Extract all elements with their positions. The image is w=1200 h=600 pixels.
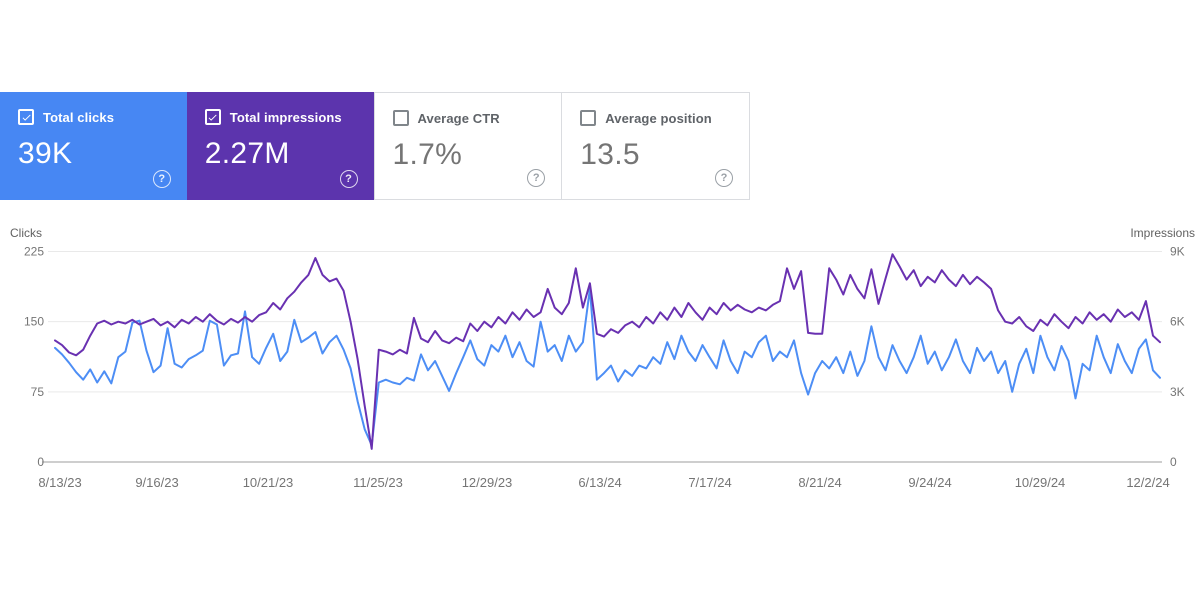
- right-axis-title: Impressions: [1130, 226, 1195, 240]
- x-axis-date-label: 10/21/23: [243, 475, 294, 490]
- card-average-ctr[interactable]: Average CTR 1.7% ?: [373, 92, 562, 200]
- card-value: 39K: [18, 137, 73, 170]
- impressions-line-series: [54, 253, 1161, 450]
- unchecked-checkbox-icon[interactable]: [580, 110, 597, 126]
- chart-canvas[interactable]: 225 9K 150 6K 75 3K 0 0 8/13/23 9/16/23 10/21/23 11…: [0, 218, 1200, 518]
- help-icon[interactable]: ?: [527, 169, 546, 187]
- card-value: 2.27M: [204, 137, 290, 170]
- checkmark-icon: [208, 114, 217, 121]
- card-label: Total clicks: [43, 109, 115, 125]
- help-icon[interactable]: ?: [152, 170, 171, 188]
- performance-chart[interactable]: Clicks Impressions 225 9K 150 6K 75 3K 0 0 8/13/…: [0, 218, 1200, 518]
- x-axis-date-label: 11/25/23: [353, 475, 403, 490]
- card-label: Average CTR: [417, 110, 500, 126]
- left-axis-title: Clicks: [10, 226, 42, 240]
- x-axis-date-label: 8/13/23: [38, 475, 81, 490]
- help-icon[interactable]: ?: [715, 169, 733, 187]
- clicks-line-series: [54, 287, 1161, 447]
- x-axis-date-label: 6/13/24: [578, 475, 621, 490]
- card-average-position[interactable]: Average position 13.5 ?: [561, 92, 750, 200]
- x-axis-date-label: 9/16/23: [135, 475, 178, 490]
- card-value: 13.5: [580, 138, 640, 171]
- right-axis-tick: 0: [1170, 455, 1177, 469]
- checked-checkbox-icon[interactable]: [204, 109, 221, 125]
- x-axis-date-label: 10/29/24: [1015, 475, 1066, 490]
- checkmark-icon: [22, 114, 31, 121]
- card-total-impressions[interactable]: Total impressions 2.27M ?: [186, 92, 374, 200]
- left-axis-tick: 225: [24, 245, 44, 259]
- card-label: Total impressions: [229, 109, 342, 125]
- x-axis-date-label: 12/2/24: [1126, 475, 1169, 490]
- right-axis-tick: 6K: [1170, 315, 1185, 329]
- card-total-clicks[interactable]: Total clicks 39K ?: [0, 92, 187, 200]
- metric-cards-row: Total clicks 39K ? Total impressions 2.2…: [0, 92, 750, 200]
- x-axis-date-label: 12/29/23: [462, 475, 513, 490]
- checked-checkbox-icon[interactable]: [18, 109, 34, 125]
- x-axis-date-label: 9/24/24: [908, 475, 951, 490]
- help-icon[interactable]: ?: [339, 170, 358, 188]
- x-axis-date-label: 8/21/24: [798, 475, 841, 490]
- unchecked-checkbox-icon[interactable]: [392, 110, 409, 126]
- left-axis-tick: 75: [31, 385, 45, 399]
- x-axis-date-label: 7/17/24: [688, 475, 731, 490]
- card-label: Average position: [605, 110, 712, 126]
- card-value: 1.7%: [392, 138, 463, 171]
- right-axis-tick: 3K: [1170, 385, 1185, 399]
- right-axis-tick: 9K: [1170, 245, 1185, 259]
- left-axis-tick: 0: [37, 455, 44, 469]
- left-axis-tick: 150: [24, 315, 44, 329]
